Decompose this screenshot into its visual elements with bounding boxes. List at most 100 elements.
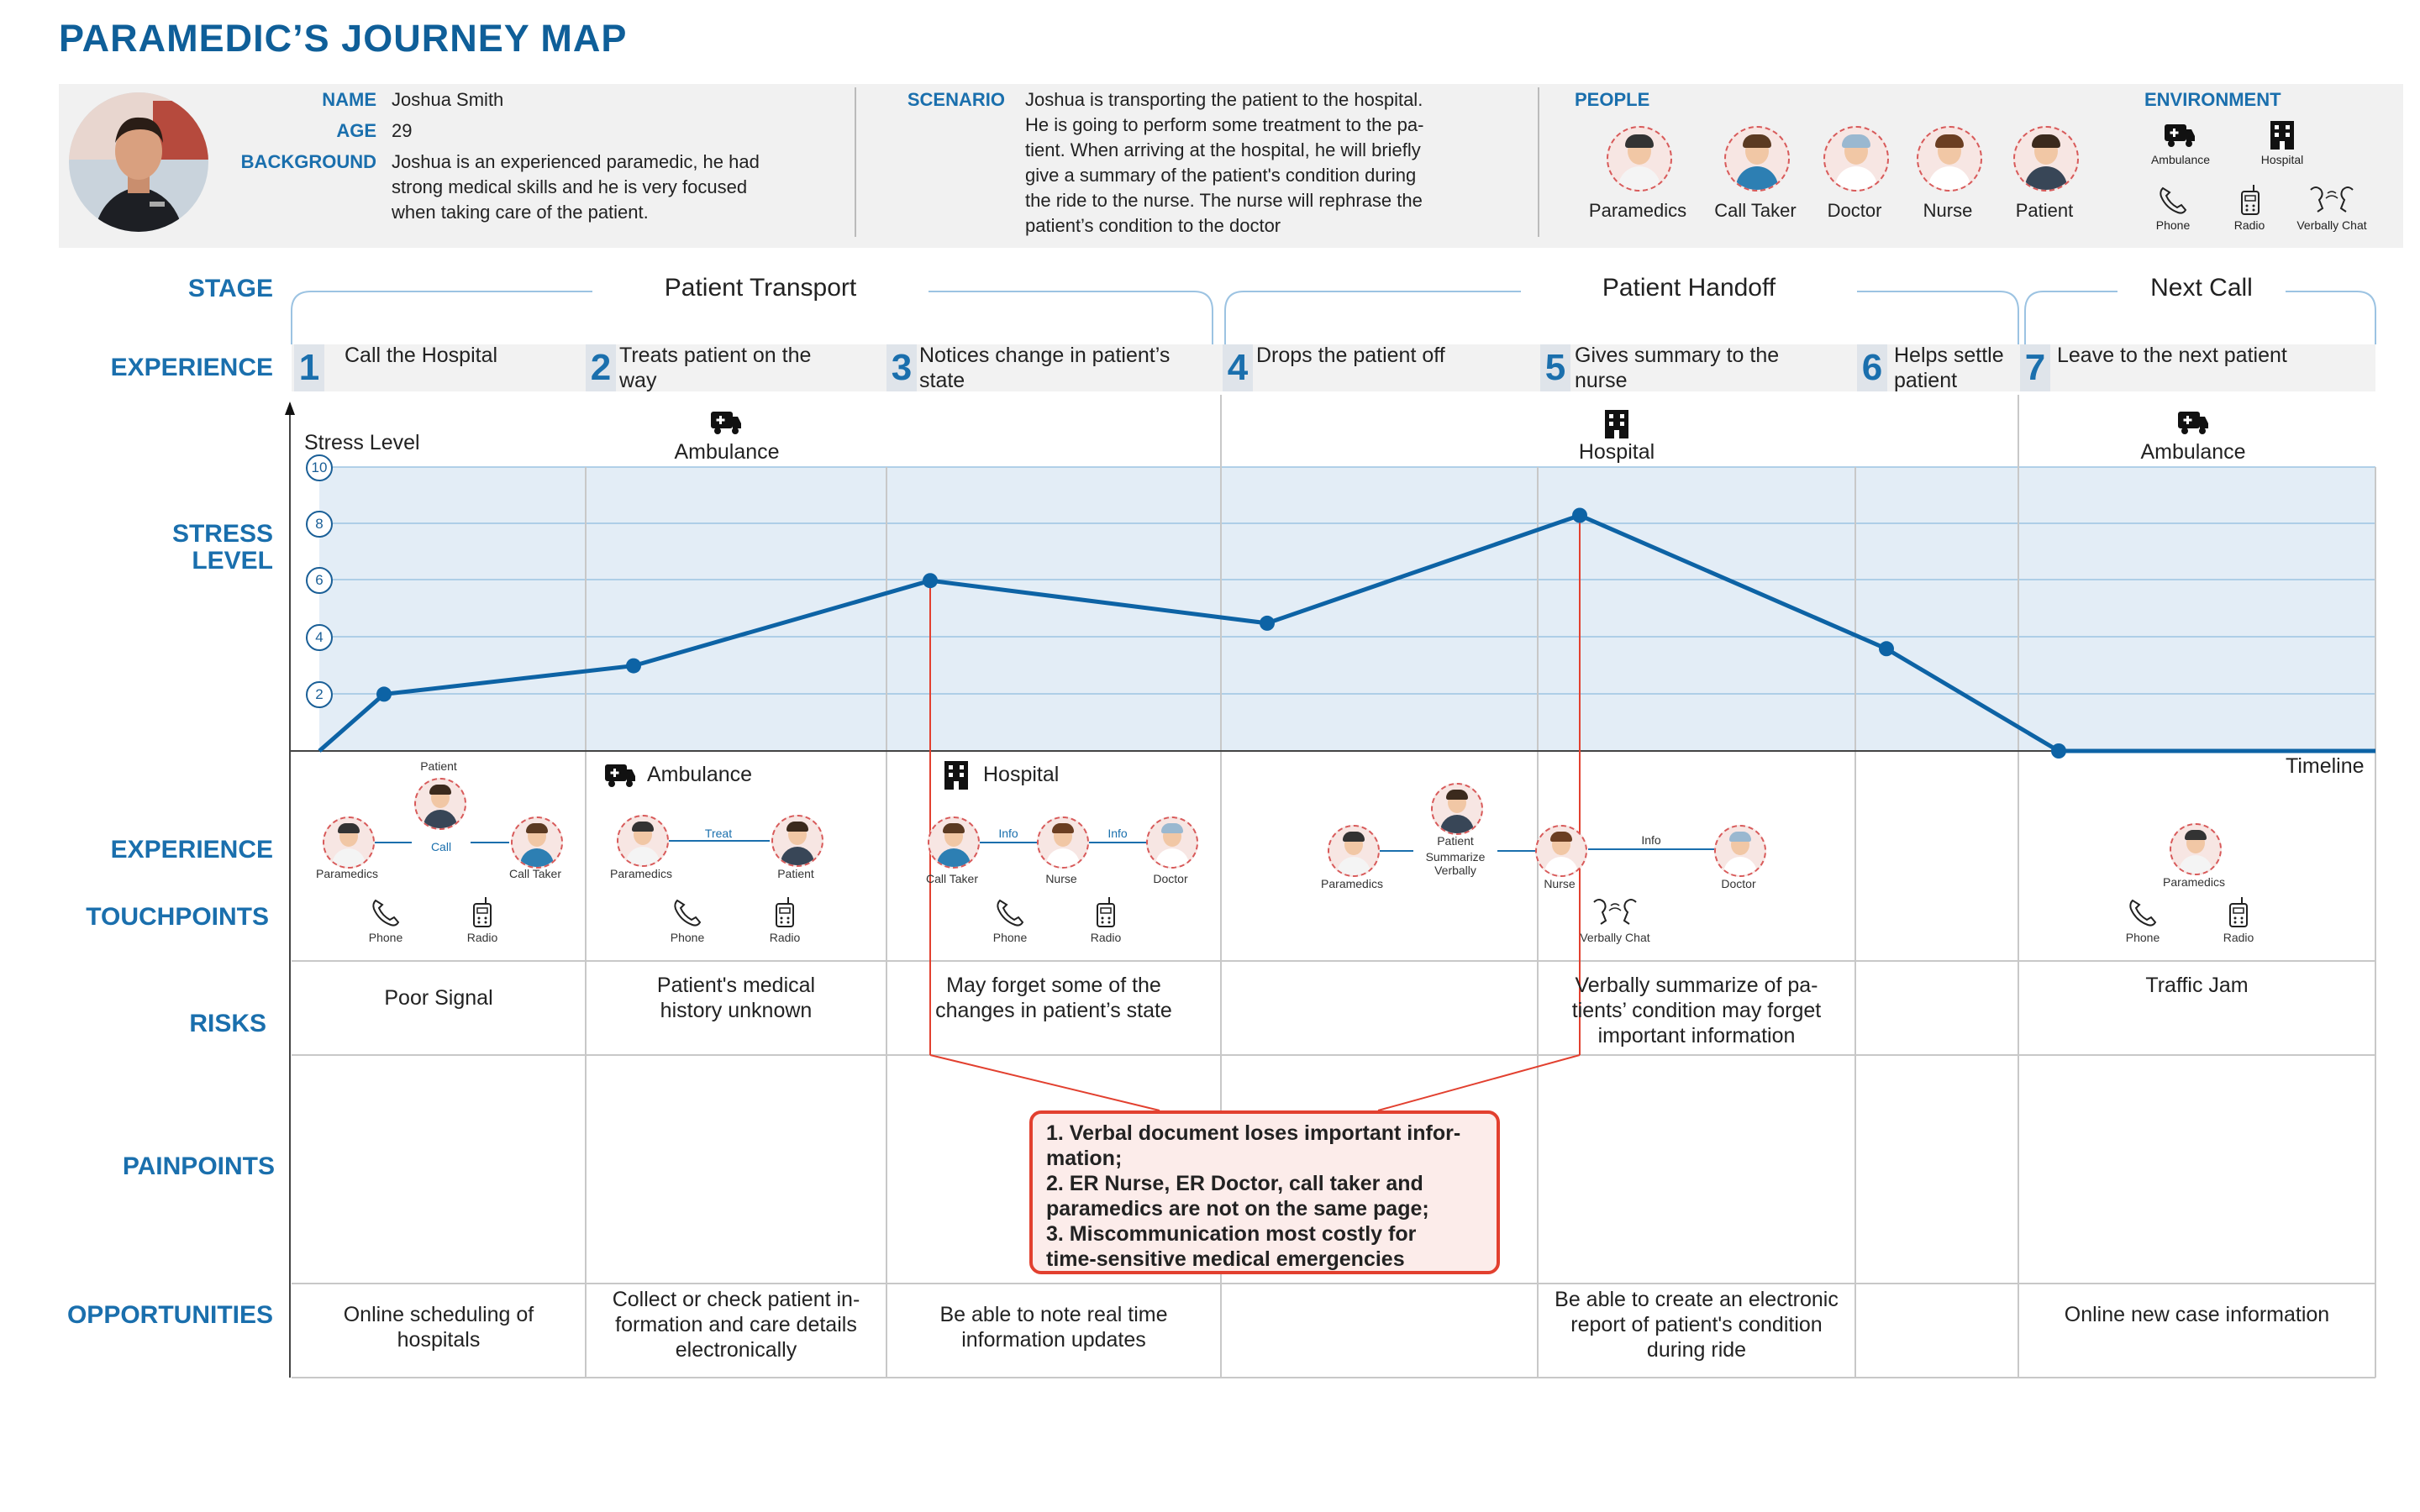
tp-label: Call Taker <box>926 872 978 885</box>
y-axis-title: Stress Level <box>304 431 420 454</box>
tp-channel: Radio <box>466 931 498 944</box>
tp-link-label: Info <box>1641 833 1661 847</box>
persona-age: 29 <box>392 120 413 141</box>
patient-icon <box>414 778 466 830</box>
y-tick-8: 8 <box>306 511 333 538</box>
ambulance-icon <box>605 764 635 787</box>
row-label-touchpoints: TOUCHPOINTS <box>86 903 269 931</box>
radio-icon <box>2229 897 2248 927</box>
tp-label: Patient <box>1437 834 1474 848</box>
tp-label: Paramedics <box>316 867 378 880</box>
env-item-radio: Radio <box>2233 218 2265 232</box>
tp-label: Paramedics <box>610 867 672 880</box>
hospital-icon <box>2270 121 2294 150</box>
tp-channel: Radio <box>2223 931 2254 944</box>
tp-label: Nurse <box>1544 877 1576 890</box>
phone-icon <box>2160 186 2187 214</box>
verbally-chat-icon <box>2310 186 2354 213</box>
tp-channel: Phone <box>368 931 403 944</box>
call-taker-icon <box>1724 126 1790 192</box>
verbally-chat-icon <box>1593 899 1637 925</box>
stress-point-7 <box>2051 743 2066 759</box>
tp-label: Paramedics <box>2163 875 2225 889</box>
persona-background: Joshua is an experienced paramedic, he h… <box>392 151 760 223</box>
phone-icon <box>674 899 702 927</box>
scenario-text: Joshua is transporting the patient to th… <box>1025 89 1424 236</box>
radio-icon <box>473 897 492 927</box>
tp-channel: Radio <box>1090 931 1122 944</box>
tp-label: Doctor <box>1153 872 1188 885</box>
row-label-experience-2: EXPERIENCE <box>110 836 273 864</box>
paramedic-icon <box>1328 825 1380 877</box>
paramedic-icon <box>1607 126 1672 192</box>
phone-icon <box>2129 899 2157 927</box>
patient-icon <box>1431 783 1483 835</box>
stress-point-2 <box>626 658 641 674</box>
doctor-icon <box>1823 126 1889 192</box>
tp-channel: Phone <box>992 931 1028 944</box>
header-divider <box>1538 87 1539 237</box>
opportunity-3: Be able to note real time information upd… <box>939 1303 1168 1352</box>
link-line <box>1089 842 1146 843</box>
doctor-icon <box>1714 825 1766 877</box>
env-item-phone: Phone <box>2155 218 2191 232</box>
people-item-patient: Patient <box>2015 200 2074 221</box>
environment-label: ENVIRONMENT <box>2144 89 2281 110</box>
stress-band <box>319 467 2375 751</box>
column-dividers <box>585 395 2376 1378</box>
tp-channel: Phone <box>670 931 705 944</box>
stress-point-5 <box>1572 507 1587 523</box>
persona-panel <box>59 84 2403 248</box>
row-dividers <box>292 960 2375 1378</box>
age-label: AGE <box>336 120 376 141</box>
risk-1: Poor Signal <box>384 986 493 1010</box>
page-title: PARAMEDIC’S JOURNEY MAP <box>59 17 628 60</box>
stress-point-4 <box>1260 615 1275 631</box>
env-item-hospital: Hospital <box>2260 153 2304 166</box>
patient-icon <box>771 815 823 867</box>
tp-link-label: Call <box>412 840 471 853</box>
risk-5: Verbally summarize of pa-tients’ conditi… <box>1571 974 1822 1047</box>
row-label-stress: STRESS LEVEL <box>171 520 273 575</box>
people-item-nurse: Nurse <box>1923 200 1973 221</box>
tp-label: Nurse <box>1045 872 1077 885</box>
painpoint-connectors <box>929 514 1581 1111</box>
nurse-icon <box>1037 816 1089 869</box>
opportunity-7: Online new case information <box>2064 1303 2330 1326</box>
tp-label: Call Taker <box>509 867 561 880</box>
y-axis-arrow <box>285 402 295 415</box>
link-line <box>669 840 770 842</box>
people-item-paramedics: Paramedics <box>1588 200 1687 221</box>
y-tick-4: 4 <box>306 624 333 651</box>
phone-icon <box>997 899 1024 927</box>
stress-point-6 <box>1879 641 1894 657</box>
nurse-icon <box>1535 825 1587 877</box>
risk-3: May forget some of the changes in patient… <box>935 974 1172 1022</box>
stage-patient-transport: Patient Transport <box>592 274 929 302</box>
risk-2: Patient's medical history unknown <box>656 974 816 1022</box>
paramedic-icon <box>2170 823 2222 875</box>
tp-link-label: Treat <box>704 827 733 840</box>
paramedic-icon <box>323 816 375 869</box>
row-label-painpoints: PAINPOINTS <box>122 1152 275 1180</box>
stress-point-3 <box>923 573 938 589</box>
tp-env: Ambulance <box>647 763 753 786</box>
row-label-stage: STAGE <box>187 275 273 302</box>
name-label: NAME <box>322 89 376 110</box>
opportunity-5: Be able to create an electronic report of… <box>1555 1288 1839 1362</box>
location-ambulance: Ambulance <box>674 440 780 464</box>
call-taker-icon <box>511 816 563 869</box>
header-divider <box>855 87 856 237</box>
tp-label: Patient <box>777 867 814 880</box>
opportunity-1: Online scheduling of hospitals <box>343 1303 534 1352</box>
y-tick-6: 6 <box>306 567 333 594</box>
tp-label: Patient <box>420 759 457 773</box>
link-line <box>980 842 1037 843</box>
tp-channel: Phone <box>2125 931 2160 944</box>
background-label: BACKGROUND <box>240 151 376 172</box>
scenario-label: SCENARIO <box>907 89 1005 110</box>
tp-label: Doctor <box>1721 877 1756 890</box>
doctor-icon <box>1146 816 1198 869</box>
stress-gridlines <box>319 466 2375 695</box>
